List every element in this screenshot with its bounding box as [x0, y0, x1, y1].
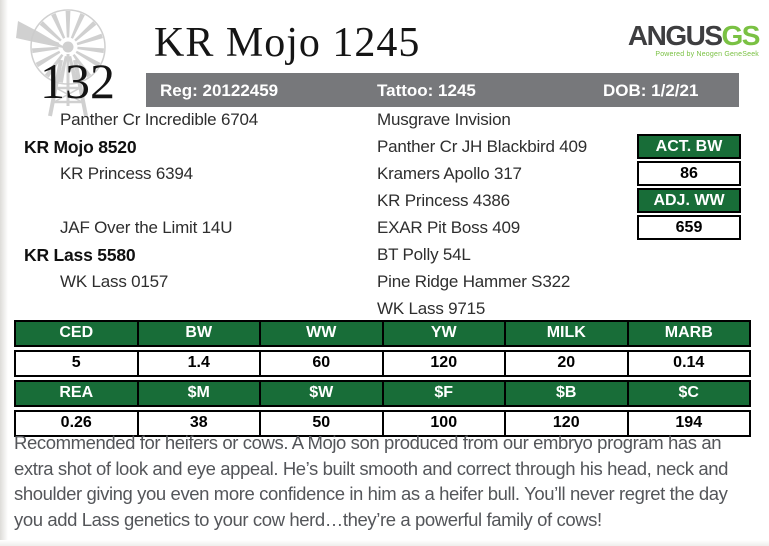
lot-number: 132: [40, 53, 115, 109]
epd-header-dollar-b: $B: [504, 382, 627, 405]
epd-header-yw: YW: [381, 322, 505, 345]
epd-value-ced: 5: [71, 354, 81, 371]
angus-gs-tagline: Powered by Neogen GeneSeek: [655, 51, 759, 58]
pedigree-dam: KR Lass 5580: [24, 245, 136, 265]
adj-ww-header: ADJ. WW: [637, 188, 741, 213]
epd-header-rea: REA: [59, 384, 94, 401]
epd-value-ww: 60: [259, 352, 382, 375]
pedigree-ancestor: Panther Cr JH Blackbird 409: [377, 137, 588, 156]
act-bw-value: 86: [637, 161, 741, 186]
pedigree-dam-sire: JAF Over the Limit 14U: [60, 218, 233, 237]
epd-value-row-1: 5 1.4 60 120 20 0.14: [14, 350, 751, 377]
adj-ww-value: 659: [637, 215, 741, 240]
epd-value-dollar-m: 38: [136, 412, 260, 435]
epd-header-milk: MILK: [504, 322, 627, 345]
epd-value-dollar-w: 50: [259, 412, 382, 435]
epd-header-row-1: CED BW WW YW MILK MARB: [14, 320, 751, 347]
pedigree-ancestor: Kramers Apollo 317: [377, 164, 522, 183]
epd-header-dollar-f: $F: [381, 382, 505, 405]
weight-stats-table: ACT. BW 86 ADJ. WW 659: [637, 134, 741, 242]
epd-header-ww: WW: [259, 322, 382, 345]
pedigree-sire-sire: Panther Cr Incredible 6704: [60, 110, 258, 129]
sale-description: Recommended for heifers or cows. A Mojo …: [14, 432, 729, 530]
page-title: KR Mojo 1245: [154, 20, 421, 66]
epd-table: CED BW WW YW MILK MARB 5 1.4 60 120 20 0…: [14, 320, 751, 440]
pedigree-sire-dam: KR Princess 6394: [60, 164, 193, 183]
epd-value-row-2: 0.26 38 50 100 120 194: [14, 410, 751, 437]
tattoo-number: Tattoo: 1245: [377, 81, 476, 100]
epd-header-row-2: REA $M $W $F $B $C: [14, 380, 751, 407]
pedigree-ancestor: EXAR Pit Boss 409: [377, 218, 521, 237]
pedigree-ancestor: BT Polly 54L: [377, 245, 471, 264]
epd-value-dollar-f: 100: [381, 412, 505, 435]
epd-header-bw: BW: [136, 322, 260, 345]
pedigree-ancestor: KR Princess 4386: [377, 191, 510, 210]
angus-gs-logo: ANGUSGS Powered by Neogen GeneSeek: [619, 20, 761, 59]
epd-value-dollar-c: 194: [626, 412, 750, 435]
pedigree-dam-dam: WK Lass 0157: [60, 272, 169, 291]
epd-header-marb: MARB: [626, 322, 750, 345]
epd-header-ced: CED: [59, 324, 94, 341]
epd-value-milk: 20: [504, 352, 627, 375]
epd-value-marb: 0.14: [626, 352, 750, 375]
act-bw-header: ACT. BW: [637, 134, 741, 159]
page-edge-shadow-left: [0, 0, 8, 546]
registration-bar: Reg: 20122459 Tattoo: 1245 DOB: 1/2/21: [146, 73, 739, 107]
page-edge-shadow-bottom: [0, 540, 769, 546]
pedigree-sire: KR Mojo 8520: [24, 137, 137, 157]
epd-value-yw: 120: [381, 352, 505, 375]
epd-header-dollar-w: $W: [259, 382, 382, 405]
epd-header-dollar-m: $M: [136, 382, 260, 405]
pedigree-ancestor: WK Lass 9715: [377, 299, 486, 318]
epd-value-dollar-b: 120: [504, 412, 627, 435]
reg-number: Reg: 20122459: [160, 81, 279, 100]
pedigree-ancestor: Musgrave Invision: [377, 110, 511, 129]
dob: DOB: 1/2/21: [603, 81, 699, 100]
epd-value-rea: 0.26: [60, 414, 92, 431]
windmill-icon: [12, 2, 128, 123]
epd-value-bw: 1.4: [136, 352, 260, 375]
pedigree-ancestor: Pine Ridge Hammer S322: [377, 272, 571, 291]
angus-logo-gs: GS: [721, 20, 761, 51]
angus-gs-logo-text: ANGUSGS: [619, 20, 761, 51]
epd-header-dollar-c: $C: [626, 382, 750, 405]
angus-logo-main: ANGUS: [627, 20, 723, 51]
